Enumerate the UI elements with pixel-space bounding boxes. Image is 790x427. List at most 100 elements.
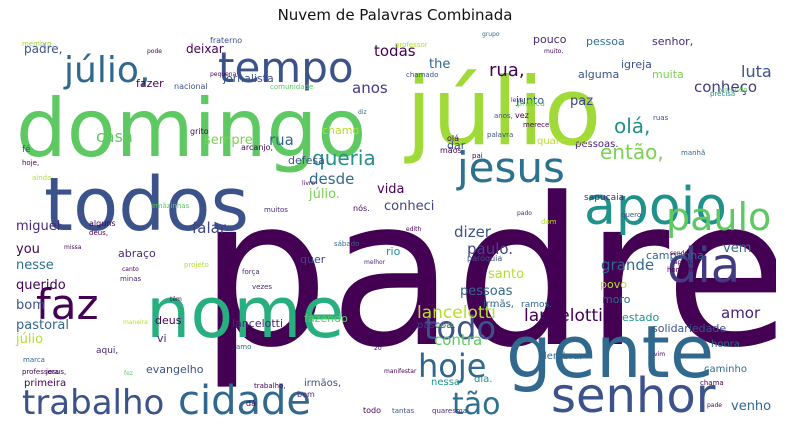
word-cloud-word: cidade [178,378,311,416]
word-cloud-word: alguns [89,219,116,228]
word-cloud-word: manifestar [384,368,417,375]
word-cloud-word: minas [120,275,141,283]
word-cloud-word: arcanjo, [241,143,273,152]
word-cloud-word: trabalho, [254,382,286,390]
word-cloud-word: dia. [474,374,492,385]
word-cloud-word: jesus [456,143,565,192]
word-cloud-word: chama [700,379,724,387]
word-cloud-word: ainda [32,174,51,182]
word-cloud-word: bem [297,390,315,399]
word-cloud-word: diz [358,109,367,116]
word-cloud-word: missa [64,244,82,251]
word-cloud-word: fazendo [304,312,348,325]
word-cloud-word: dizer [454,223,492,241]
word-cloud-word: todo [363,406,381,415]
word-cloud: padre júlio domingo todos nome gente apoio senh… [14,32,776,416]
word-cloud-word: 20 [374,345,382,352]
word-cloud-word: pequena [210,71,237,78]
word-cloud-word: palavra [487,131,513,139]
word-cloud-word: grupo [482,32,500,38]
word-cloud-word: nacional [174,82,208,91]
word-cloud-word: deus, [89,229,108,237]
word-cloud-word: anos [352,79,388,97]
word-cloud-word: anos, [494,112,513,120]
word-cloud-word: casa [96,127,133,146]
word-cloud-word: povo [600,278,627,291]
word-cloud-word: ramos. [521,300,552,310]
word-cloud-word: sapucaia [584,193,624,203]
word-cloud-word: grito [190,127,209,136]
word-cloud-word: dom [541,218,557,226]
word-cloud-word: alguma [578,68,619,81]
word-cloud-word: irmãos, [304,378,341,389]
word-cloud-word: projeto [184,261,209,269]
word-cloud-word: fé [22,144,31,155]
word-cloud-word: homem [667,266,694,274]
word-cloud-word: olá, [614,114,650,138]
word-cloud-word: muita [652,68,684,81]
word-cloud-word: vez [515,111,529,120]
word-cloud-word: apoio, [674,259,692,266]
word-cloud-word: irmãzinhas [151,202,190,210]
word-cloud-word: abraço [118,247,156,260]
word-cloud-word: muito, [544,48,563,55]
word-cloud-word: defesa [288,154,325,167]
word-cloud-word: fraterno [210,36,242,45]
word-cloud-canvas: padrejúliodomingotodosnome genteapoiosenh… [14,32,776,416]
word-cloud-word: jesus, [45,368,66,376]
chart-title: Nuvem de Palavras Combinada [0,6,790,24]
word-cloud-word: falar [192,219,227,237]
word-cloud-word: querido [16,278,66,293]
word-cloud-word: pessoa [586,35,625,48]
word-cloud-word: santo [488,267,524,282]
word-cloud-word: canto [122,266,139,273]
word-cloud-word: lancelotti [232,317,283,330]
word-cloud-word: rio [386,245,401,258]
word-cloud-word: senhor, [652,35,693,48]
word-cloud-word: vi [157,332,167,345]
word-cloud-word: mãos [440,146,462,155]
word-cloud-word: ruas [653,114,669,122]
word-cloud-word: leva [511,97,524,104]
word-cloud-word: senhor [551,368,716,416]
word-cloud-word: pouco [533,33,567,46]
word-cloud-word: comunidade [270,83,313,91]
word-cloud-word: merece [523,121,549,129]
word-cloud-word: sendo [670,250,688,257]
word-cloud-word: chamo [322,124,359,137]
word-cloud-word: venho [731,399,771,414]
word-cloud-word: vivendo [720,86,748,94]
word-cloud-word: pessoas [460,284,513,299]
word-cloud-word: marca [23,356,45,364]
word-cloud-word: the [429,57,450,72]
word-cloud-word: quaresma [432,407,467,415]
word-cloud-word: lembrar [544,351,584,362]
word-cloud-word: nessa [431,377,460,388]
word-cloud-word: parte [650,235,669,243]
word-cloud-word: irmãs, [483,299,514,310]
word-cloud-word: pado [517,210,532,217]
word-cloud-word: solidariedade [652,322,726,335]
word-cloud-word: paróquia [467,253,502,263]
word-cloud-word: igreja [621,58,652,71]
word-cloud-word: nesse [16,258,54,273]
word-cloud-word: desde [309,170,354,188]
word-cloud-word: miguel [16,219,60,234]
word-cloud-word: fazer [136,77,164,90]
word-cloud-word: amor [721,304,761,322]
word-cloud-word: paulo [666,195,771,239]
word-cloud-word: quer [300,253,326,266]
word-cloud-word: força [242,268,260,276]
word-cloud-word: quaresma, [537,136,590,147]
word-cloud-word: quinto [435,322,454,329]
word-cloud-word: deus [155,314,182,327]
word-cloud-word: evangelho [146,363,204,376]
word-cloud-word: honra [711,339,740,350]
word-cloud-word: professor [395,41,428,49]
word-cloud-word: vida [377,182,405,197]
word-cloud-word: sábado [334,240,359,248]
word-cloud-word: dá [246,399,256,408]
word-cloud-word: muitos [264,206,288,214]
word-cloud-word: caminho [704,364,747,375]
word-cloud-word: pade [707,402,722,409]
